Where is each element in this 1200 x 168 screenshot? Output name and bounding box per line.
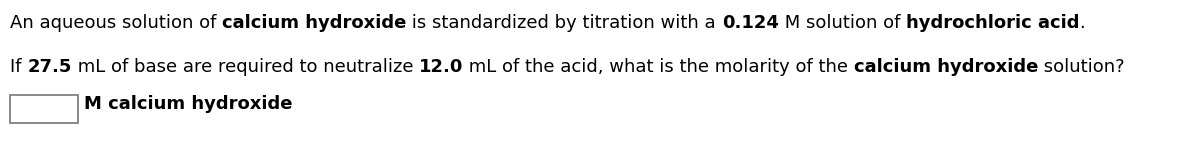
Text: An aqueous solution of: An aqueous solution of (10, 14, 222, 32)
Text: calcium hydroxide: calcium hydroxide (222, 14, 407, 32)
Text: If: If (10, 58, 28, 76)
Text: .: . (1079, 14, 1085, 32)
Text: mL of the acid, what is the molarity of the: mL of the acid, what is the molarity of … (463, 58, 854, 76)
Text: mL of base are required to neutralize: mL of base are required to neutralize (72, 58, 419, 76)
Text: 12.0: 12.0 (419, 58, 463, 76)
Text: solution?: solution? (1038, 58, 1126, 76)
Text: M solution of: M solution of (779, 14, 906, 32)
Text: calcium hydroxide: calcium hydroxide (854, 58, 1038, 76)
Text: 0.124: 0.124 (722, 14, 779, 32)
Text: 27.5: 27.5 (28, 58, 72, 76)
Bar (10, 95, 78, 123)
Text: M calcium hydroxide: M calcium hydroxide (84, 95, 293, 113)
Text: is standardized by titration with a: is standardized by titration with a (407, 14, 722, 32)
Text: hydrochloric acid: hydrochloric acid (906, 14, 1079, 32)
